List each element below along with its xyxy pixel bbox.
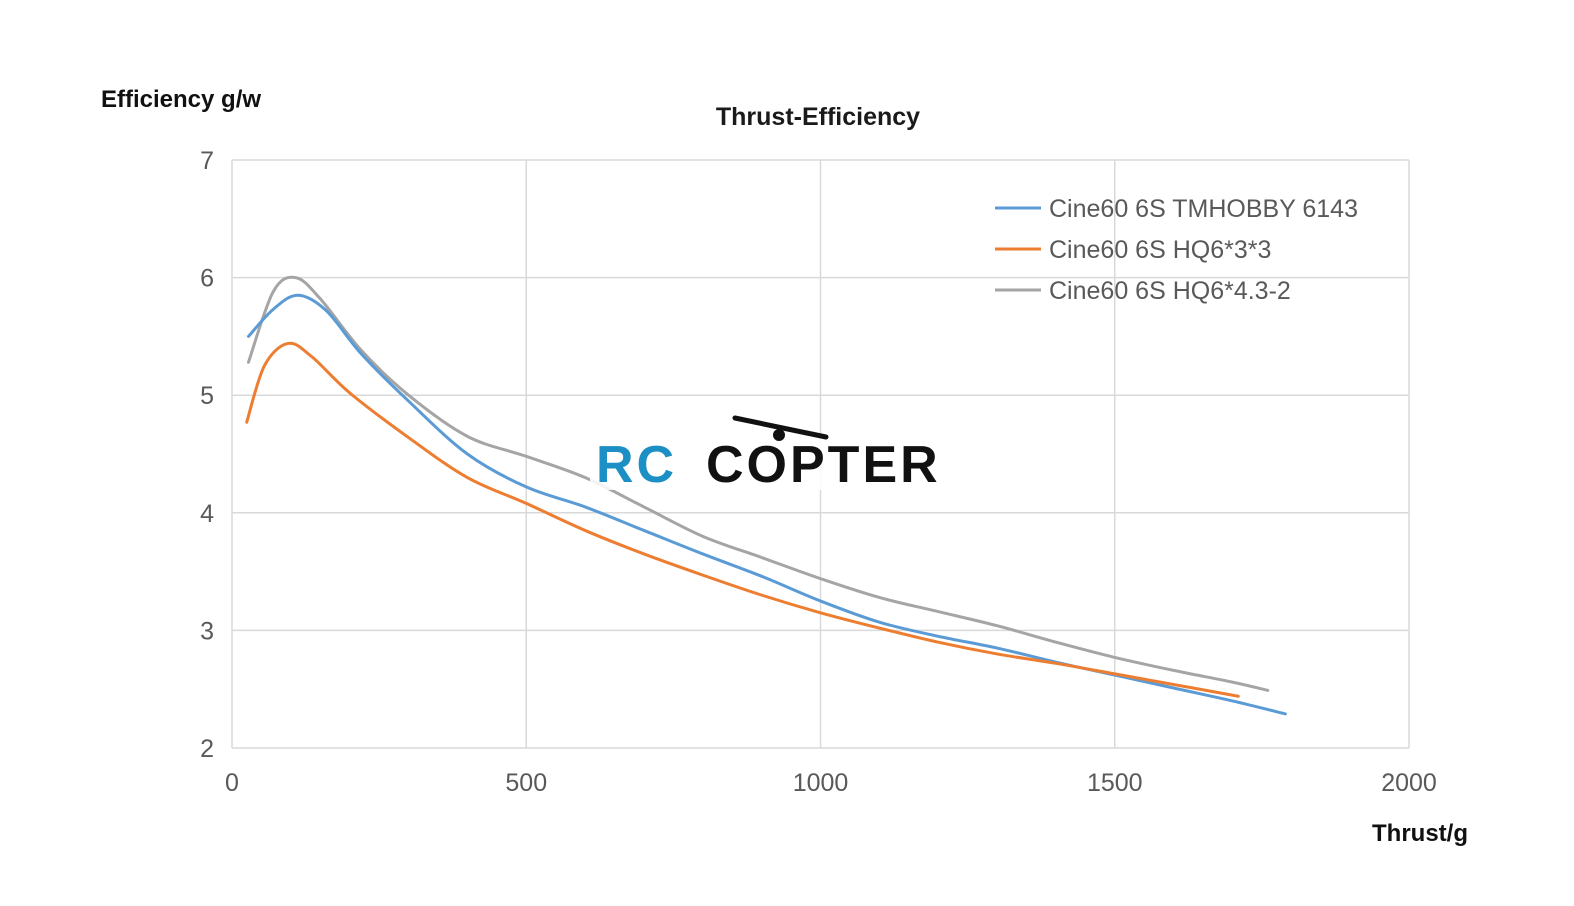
x-tick-label: 0 [225,769,239,797]
y-tick-label: 7 [200,147,214,175]
legend-label-1: Cine60 6S TMHOBBY 6143 [1049,195,1358,223]
y-tick-label: 5 [200,382,214,410]
legend: Cine60 6S TMHOBBY 6143 Cine60 6S HQ6*3*3 C… [995,195,1358,305]
series-line-2 [245,341,1240,698]
y-tick-label: 4 [200,500,214,528]
series-line-3 [246,275,1270,692]
grid [231,159,1410,749]
legend-label-3: Cine60 6S HQ6*4.3-2 [1049,277,1291,305]
watermark-copter: COPTER [706,436,941,494]
series-lines [245,275,1287,716]
watermark-rc: RC [596,436,677,494]
y-tick-label: 2 [200,735,214,763]
x-axis-title: Thrust/g [1372,820,1468,847]
y-axis-title: Efficiency g/w [101,86,261,113]
y-tick-label: 6 [200,265,214,293]
rotor-hub-icon [773,429,785,441]
x-tick-label: 1000 [793,769,849,797]
rotor-icon [732,415,829,440]
x-tick-label: 500 [505,769,547,797]
legend-label-2: Cine60 6S HQ6*3*3 [1049,236,1271,264]
chart-title: Thrust-Efficiency [716,103,920,131]
x-tick-label: 2000 [1381,769,1437,797]
tick-labels: 2 3 4 5 6 7 0 500 1000 1500 2000 [200,147,1437,797]
watermark-backdrop [590,438,978,490]
x-tick-label: 1500 [1087,769,1143,797]
watermark-logo: RC COPTER [590,415,978,494]
y-tick-label: 3 [200,617,214,645]
